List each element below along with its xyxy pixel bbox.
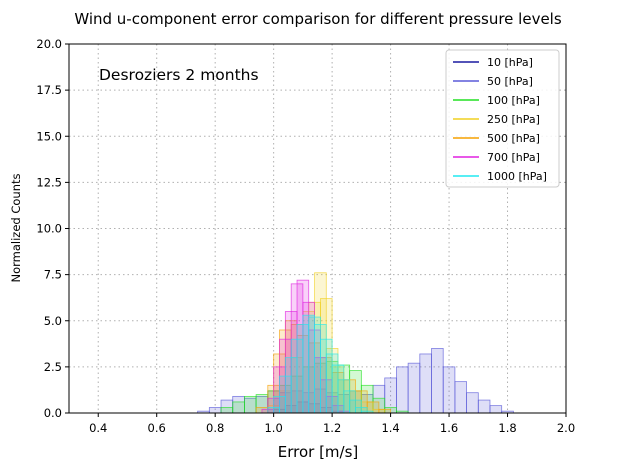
y-tick-label: 7.5: [44, 268, 62, 282]
histogram-bar: [442, 366, 456, 414]
histogram-bar: [477, 399, 491, 414]
y-axis-label: Normalized Counts: [9, 173, 23, 282]
series-7: [267, 314, 374, 414]
y-tick-label: 0.0: [44, 406, 62, 420]
chart-title: Wind u-component error comparison for di…: [74, 10, 562, 28]
y-ticks: 0.0 2.5 5.0 7.5 10.0 12.5 15.0 17.5 20.0: [36, 37, 69, 420]
x-tick-label: 0.6: [148, 421, 166, 435]
histogram-bar: [232, 401, 245, 414]
histogram-bar: [407, 362, 421, 414]
histogram-bar: [244, 395, 257, 414]
annotation-text: Desroziers 2 months: [99, 66, 259, 84]
y-tick-label: 17.5: [36, 83, 62, 97]
histogram-bar: [466, 392, 479, 414]
legend-label: 250 [hPa]: [487, 113, 540, 126]
x-axis-label: Error [m/s]: [278, 443, 359, 461]
y-tick-label: 20.0: [36, 37, 62, 51]
x-tick-label: 1.2: [323, 421, 341, 435]
legend-label: 50 [hPa]: [487, 75, 533, 88]
x-tick-label: 0.4: [89, 421, 107, 435]
legend-label: 500 [hPa]: [487, 132, 540, 145]
legend-label: 10 [hPa]: [487, 56, 533, 69]
x-tick-label: 2.0: [557, 421, 575, 435]
x-tick-label: 1.0: [264, 421, 282, 435]
histogram-bar: [431, 348, 444, 414]
y-tick-label: 5.0: [44, 314, 62, 328]
y-tick-label: 12.5: [36, 175, 62, 189]
histogram-bar: [489, 405, 503, 414]
x-tick-label: 1.6: [440, 421, 458, 435]
x-ticks: 0.4 0.6 0.8 1.0 1.2 1.4 1.6 1.8 2.0: [89, 413, 575, 435]
histogram-bar: [220, 407, 234, 414]
y-tick-label: 2.5: [44, 360, 62, 374]
histogram-bar: [454, 381, 468, 414]
legend-label: 1000 [hPa]: [487, 170, 547, 183]
histogram-bars: [197, 272, 514, 414]
legend-label: 100 [hPa]: [487, 94, 540, 107]
y-tick-label: 15.0: [36, 129, 62, 143]
histogram-bar: [419, 353, 432, 414]
x-tick-label: 0.8: [206, 421, 224, 435]
legend-box: [445, 49, 560, 188]
histogram-bar: [396, 366, 409, 414]
y-tick-label: 10.0: [36, 222, 62, 236]
histogram-bar: [208, 407, 222, 414]
histogram-bar: [378, 408, 391, 414]
x-tick-label: 1.8: [498, 421, 516, 435]
legend: 10 [hPa] 50 [hPa] 100 [hPa] 250 [hPa] 500 [h…: [445, 49, 560, 188]
x-tick-label: 1.4: [381, 421, 399, 435]
legend-label: 700 [hPa]: [487, 151, 540, 164]
